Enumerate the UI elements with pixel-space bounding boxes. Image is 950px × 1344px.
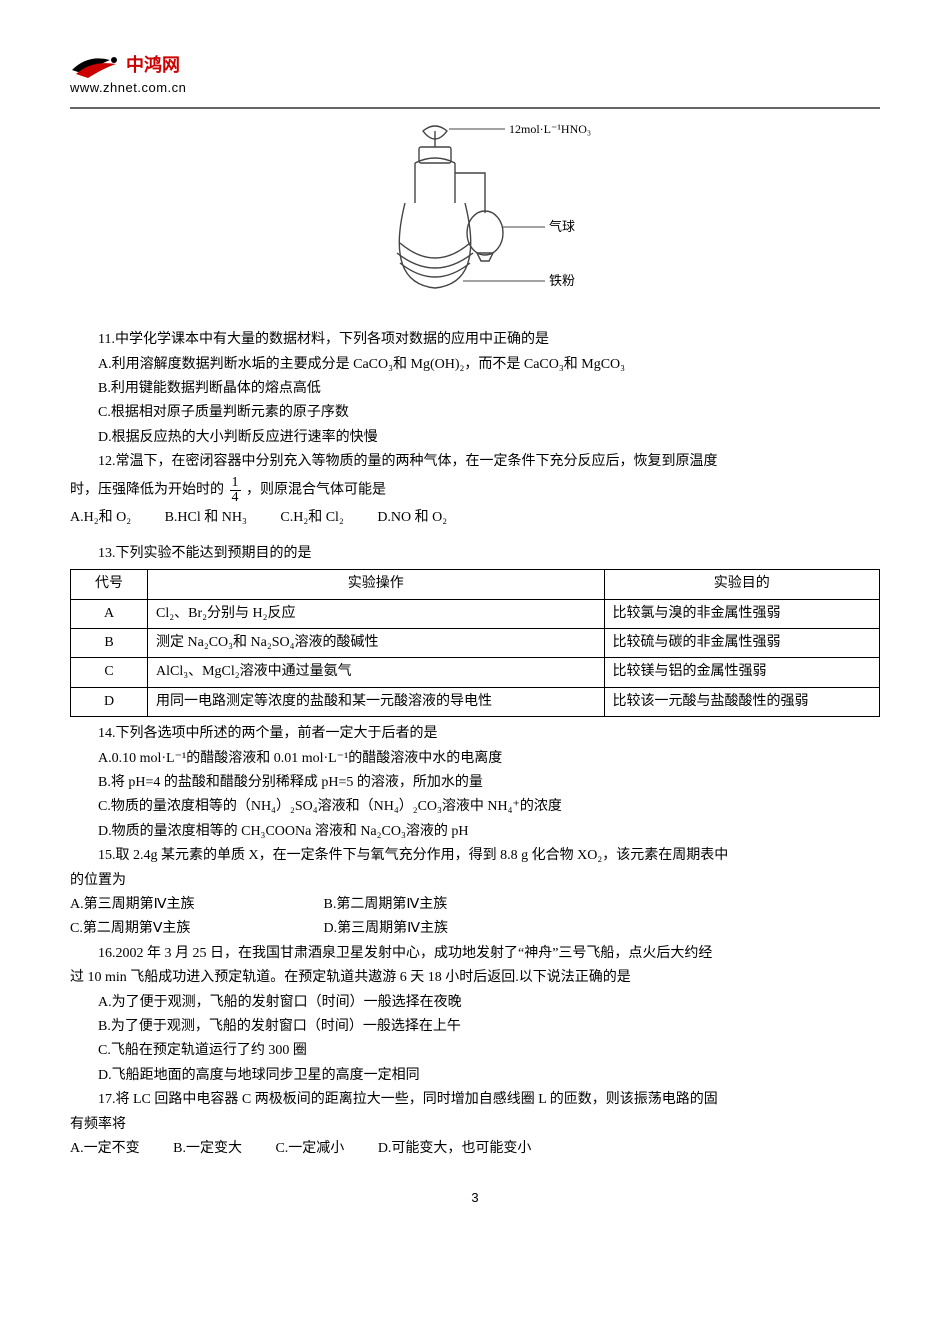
q12-opt-c: C.H₂和 Cl₂ <box>280 507 343 529</box>
q16-opt-b: B.为了便于观测，飞船的发射窗口（时间）一般选择在上午 <box>70 1016 880 1038</box>
fig-label-bot: 铁粉 <box>549 273 575 288</box>
q15-opt-a: A.第三周期第Ⅳ主族 <box>70 894 290 916</box>
q16-stem-b: 过 10 min 飞船成功进入预定轨道。在预定轨道共遨游 6 天 18 小时后返… <box>70 967 880 989</box>
q13-table: 代号 实验操作 实验目的 A Cl₂、Br₂分别与 H₂反应 比较氯与溴的非金属… <box>70 569 880 717</box>
q16-opt-d: D.飞船距地面的高度与地球同步卫星的高度一定相同 <box>70 1065 880 1087</box>
header-rule <box>70 107 880 109</box>
brand-url: www.zhnet.com.cn <box>70 78 880 99</box>
q15-stem-b: 的位置为 <box>70 870 880 892</box>
page-number: 3 <box>70 1188 880 1209</box>
cell: 测定 Na₂CO₃和 Na₂SO₄溶液的酸碱性 <box>148 629 605 658</box>
q11-opt-a: A.利用溶解度数据判断水垢的主要成分是 CaCO₃和 Mg(OH)₂，而不是 C… <box>70 354 880 376</box>
cell: 比较氯与溴的非金属性强弱 <box>604 599 879 628</box>
q14-opt-c: C.物质的量浓度相等的（NH₄）₂SO₄溶液和（NH₄）₂CO₃溶液中 NH₄⁺… <box>70 796 880 818</box>
site-logo: 中鸿网 www.zhnet.com.cn <box>70 50 880 99</box>
q16-opt-a: A.为了便于观测，飞船的发射窗口（时间）一般选择在夜晚 <box>70 992 880 1014</box>
cell: 用同一电路测定等浓度的盐酸和某一元酸溶液的导电性 <box>148 687 605 716</box>
q12-options: A.H₂和 O₂ B.HCl 和 NH₃ C.H₂和 Cl₂ D.NO 和 O₂ <box>70 507 880 529</box>
q14-opt-b: B.将 pH=4 的盐酸和醋酸分别稀释成 pH=5 的溶液，所加水的量 <box>70 772 880 794</box>
cell: C <box>71 658 148 687</box>
apparatus-figure: 12mol·L⁻¹HNO₃ 气球 铁粉 <box>70 123 880 311</box>
q17-opt-a: A.一定不变 <box>70 1138 140 1160</box>
frac-den: 4 <box>230 491 241 505</box>
q15-opt-b: B.第二周期第Ⅳ主族 <box>324 894 448 916</box>
q14-opt-d: D.物质的量浓度相等的 CH₃COONa 溶液和 Na₂CO₃溶液的 pH <box>70 821 880 843</box>
q17-opt-b: B.一定变大 <box>173 1138 242 1160</box>
q13-stem: 13.下列实验不能达到预期目的的是 <box>70 543 880 565</box>
q16-opt-c: C.飞船在预定轨道运行了约 300 圈 <box>70 1040 880 1062</box>
q14-stem: 14.下列各选项中所述的两个量，前者一定大于后者的是 <box>70 723 880 745</box>
q12-stem-b-post: ，则原混合气体可能是 <box>246 482 386 497</box>
q17-opt-c: C.一定减小 <box>275 1138 344 1160</box>
q13-th-0: 代号 <box>71 570 148 599</box>
q15-stem-a: 15.取 2.4g 某元素的单质 X，在一定条件下与氧气充分作用，得到 8.8 … <box>70 845 880 867</box>
q17-stem-a: 17.将 LC 回路中电容器 C 两极板间的距离拉大一些，同时增加自感线圈 L … <box>70 1089 880 1111</box>
q15-opt-d: D.第三周期第Ⅳ主族 <box>324 918 449 940</box>
q12-opt-b: B.HCl 和 NH₃ <box>165 507 247 529</box>
table-row: A Cl₂、Br₂分别与 H₂反应 比较氯与溴的非金属性强弱 <box>71 599 880 628</box>
q14-opt-a: A.0.10 mol·L⁻¹的醋酸溶液和 0.01 mol·L⁻¹的醋酸溶液中水… <box>70 748 880 770</box>
cell: 比较硫与碳的非金属性强弱 <box>604 629 879 658</box>
q15-options-row1: A.第三周期第Ⅳ主族 B.第二周期第Ⅳ主族 <box>70 894 880 916</box>
q11-opt-c: C.根据相对原子质量判断元素的原子序数 <box>70 402 880 424</box>
q11-opt-d: D.根据反应热的大小判断反应进行速率的快慢 <box>70 427 880 449</box>
fig-label-mid: 气球 <box>549 219 575 234</box>
cell: 比较镁与铝的金属性强弱 <box>604 658 879 687</box>
table-row: B 测定 Na₂CO₃和 Na₂SO₄溶液的酸碱性 比较硫与碳的非金属性强弱 <box>71 629 880 658</box>
q13-th-1: 实验操作 <box>148 570 605 599</box>
frac-num: 1 <box>230 476 241 491</box>
fig-label-top: 12mol·L⁻¹HNO₃ <box>509 123 591 136</box>
q12-opt-a: A.H₂和 O₂ <box>70 507 131 529</box>
brand-name: 中鸿网 <box>126 51 180 80</box>
cell: D <box>71 687 148 716</box>
cell: B <box>71 629 148 658</box>
table-row: C AlCl₃、MgCl₂溶液中通过量氨气 比较镁与铝的金属性强弱 <box>71 658 880 687</box>
q12-opt-d: D.NO 和 O₂ <box>377 507 447 529</box>
q11-opt-b: B.利用键能数据判断晶体的熔点高低 <box>70 378 880 400</box>
q13-th-2: 实验目的 <box>604 570 879 599</box>
q16-stem-a: 16.2002 年 3 月 25 日，在我国甘肃酒泉卫星发射中心，成功地发射了“… <box>70 943 880 965</box>
logo-swish-icon <box>70 50 124 80</box>
q12-stem-b-pre: 时，压强降低为开始时的 <box>70 482 224 497</box>
q12-stem-a: 12.常温下，在密闭容器中分别充入等物质的量的两种气体，在一定条件下充分反应后，… <box>70 451 880 473</box>
cell: A <box>71 599 148 628</box>
q15-options-row2: C.第二周期第Ⅴ主族 D.第三周期第Ⅳ主族 <box>70 918 880 940</box>
q17-options: A.一定不变 B.一定变大 C.一定减小 D.可能变大，也可能变小 <box>70 1138 880 1160</box>
q17-opt-d: D.可能变大，也可能变小 <box>378 1138 532 1160</box>
q12-stem-b: 时，压强降低为开始时的 1 4 ，则原混合气体可能是 <box>70 476 880 505</box>
q12-fraction: 1 4 <box>228 476 243 505</box>
table-row: D 用同一电路测定等浓度的盐酸和某一元酸溶液的导电性 比较该一元酸与盐酸酸性的强… <box>71 687 880 716</box>
cell: Cl₂、Br₂分别与 H₂反应 <box>148 599 605 628</box>
q17-stem-b: 有频率将 <box>70 1114 880 1136</box>
q11-stem: 11.中学化学课本中有大量的数据材料，下列各项对数据的应用中正确的是 <box>70 329 880 351</box>
cell: 比较该一元酸与盐酸酸性的强弱 <box>604 687 879 716</box>
q15-opt-c: C.第二周期第Ⅴ主族 <box>70 918 290 940</box>
cell: AlCl₃、MgCl₂溶液中通过量氨气 <box>148 658 605 687</box>
